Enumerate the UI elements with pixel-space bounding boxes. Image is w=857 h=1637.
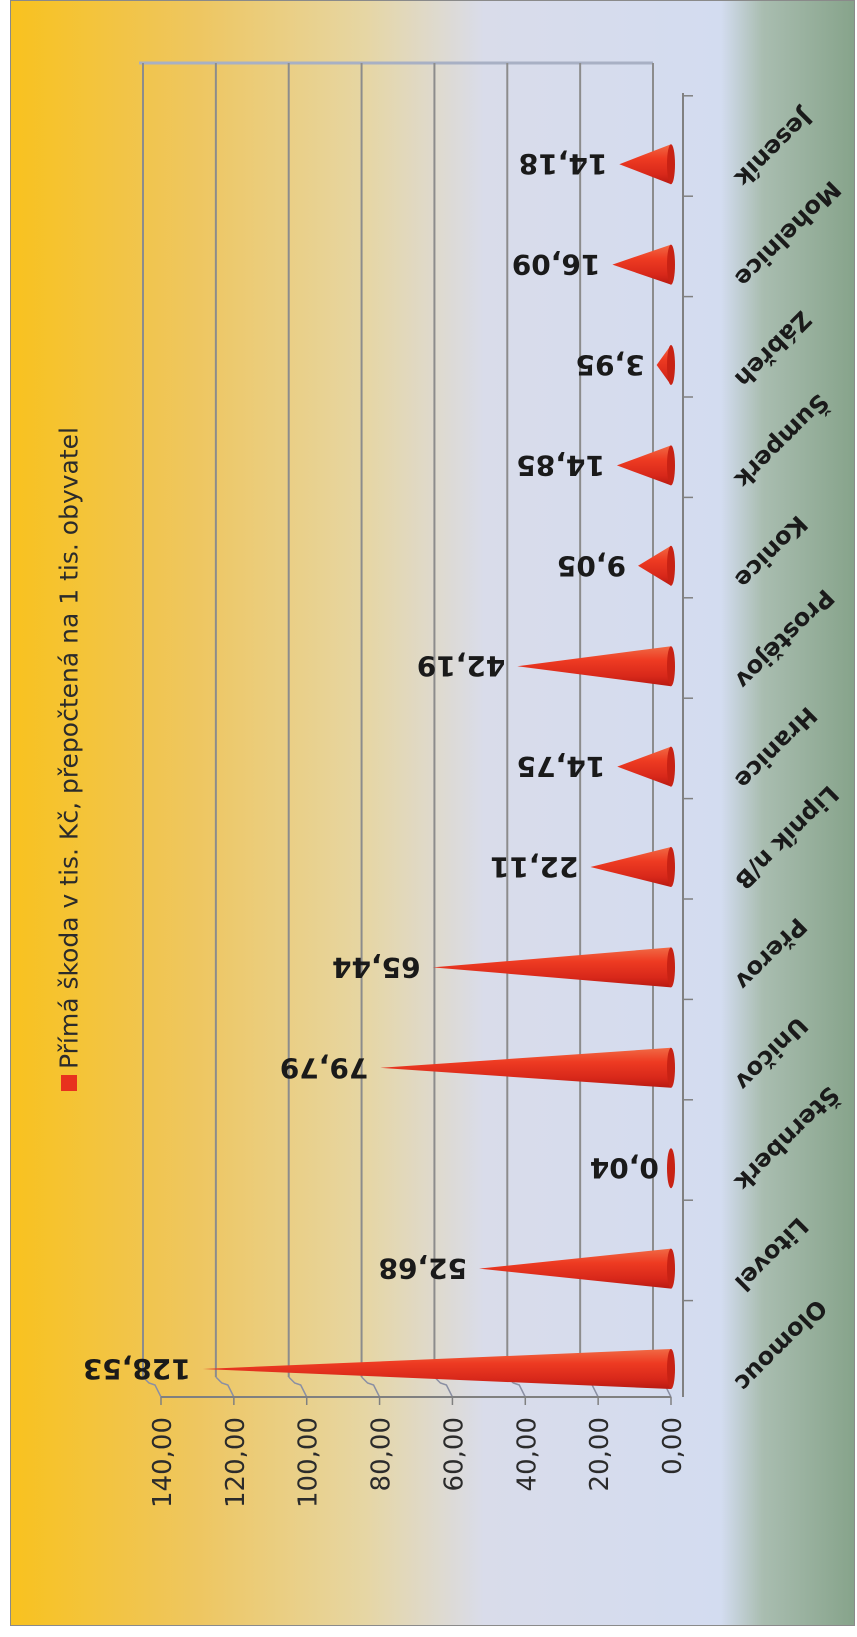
bar-cone-base: [667, 646, 675, 687]
gridline-3d-edge: [142, 1376, 162, 1398]
gridline-3d-edge: [215, 1376, 235, 1398]
bar-cone-body: [619, 144, 671, 185]
chart-background: [11, 1, 854, 1625]
bar-cone-body: [656, 345, 671, 385]
legend-swatch: [61, 1075, 77, 1091]
bar-cone: [616, 445, 675, 486]
data-label: 16,09: [512, 248, 601, 281]
value-tick-label: 0,00: [658, 1417, 688, 1475]
data-label: 0,04: [590, 1152, 659, 1185]
value-tick-label: 120,00: [221, 1417, 251, 1508]
bar-cone-base: [667, 545, 675, 586]
legend-label: Přímá škoda v tis. Kč, přepočtená na 1 t…: [55, 427, 84, 1069]
bar-cone-body: [638, 545, 671, 586]
bar-cone: [667, 1148, 675, 1189]
bar-cone-base: [667, 244, 675, 285]
chart-svg: 0,00 20,00 40,00 60,00 80,00 100,00 120,00 140,…: [11, 1, 854, 1625]
data-label: 3,95: [576, 349, 645, 382]
bar-cone-body: [432, 947, 671, 988]
bar-cone: [656, 345, 675, 385]
value-tick-label: 80,00: [367, 1417, 397, 1491]
value-tick-label: 140,00: [148, 1417, 178, 1508]
gridline-3d-edge: [361, 1376, 381, 1398]
bar-cone-body: [590, 847, 671, 887]
bar-cone-base: [667, 445, 675, 486]
data-label: 14,18: [519, 148, 608, 181]
bar-cone: [202, 1349, 675, 1389]
bar-cone-base: [667, 1349, 675, 1389]
bar-cone: [517, 646, 675, 687]
bar-cone-base: [667, 345, 675, 385]
bar-cone-body: [616, 445, 671, 486]
bar-cone-body: [479, 1248, 671, 1289]
bar-cone: [638, 545, 675, 586]
legend: Přímá škoda v tis. Kč, přepočtená na 1 t…: [55, 427, 84, 1091]
chart-frame: 0,00 20,00 40,00 60,00 80,00 100,00 120,00 140,…: [10, 0, 855, 1626]
data-label: 14,85: [516, 449, 605, 482]
bar-cone-base: [667, 947, 675, 988]
bar-cone-body: [517, 646, 671, 687]
bar-cone: [479, 1248, 675, 1289]
bar-cone-base: [667, 1047, 675, 1088]
gridline-3d-edge: [288, 1376, 308, 1398]
bar-cone: [612, 244, 675, 285]
data-label: 14,75: [517, 750, 606, 783]
bar-cone-base: [667, 1148, 675, 1189]
bar-cone-base: [667, 1248, 675, 1289]
value-tick-label: 20,00: [585, 1417, 615, 1491]
bar-cone: [432, 947, 675, 988]
value-tick-label: 60,00: [439, 1417, 469, 1491]
bar-cone: [617, 746, 675, 787]
data-label: 128,53: [83, 1353, 191, 1386]
bar-cone-body: [612, 244, 671, 285]
bar-cone-body: [380, 1047, 671, 1088]
bar-cone: [619, 144, 675, 185]
data-label: 42,19: [417, 650, 506, 683]
bar-cone-base: [667, 847, 675, 887]
data-label: 52,68: [379, 1252, 468, 1285]
bar-cone-body: [617, 746, 671, 787]
data-label: 9,05: [557, 549, 626, 582]
bar-cone-body: [202, 1349, 671, 1389]
data-label: 65,44: [332, 951, 421, 984]
bar-cone: [380, 1047, 675, 1088]
bar-cone-base: [667, 144, 675, 185]
value-tick-label: 100,00: [294, 1417, 324, 1508]
value-tick-label: 40,00: [512, 1417, 542, 1491]
data-label: 22,11: [490, 851, 579, 884]
gridline-3d-edge: [433, 1376, 454, 1398]
bar-cone-base: [667, 746, 675, 787]
bar-cone: [590, 847, 675, 887]
data-label: 79,79: [280, 1051, 369, 1084]
